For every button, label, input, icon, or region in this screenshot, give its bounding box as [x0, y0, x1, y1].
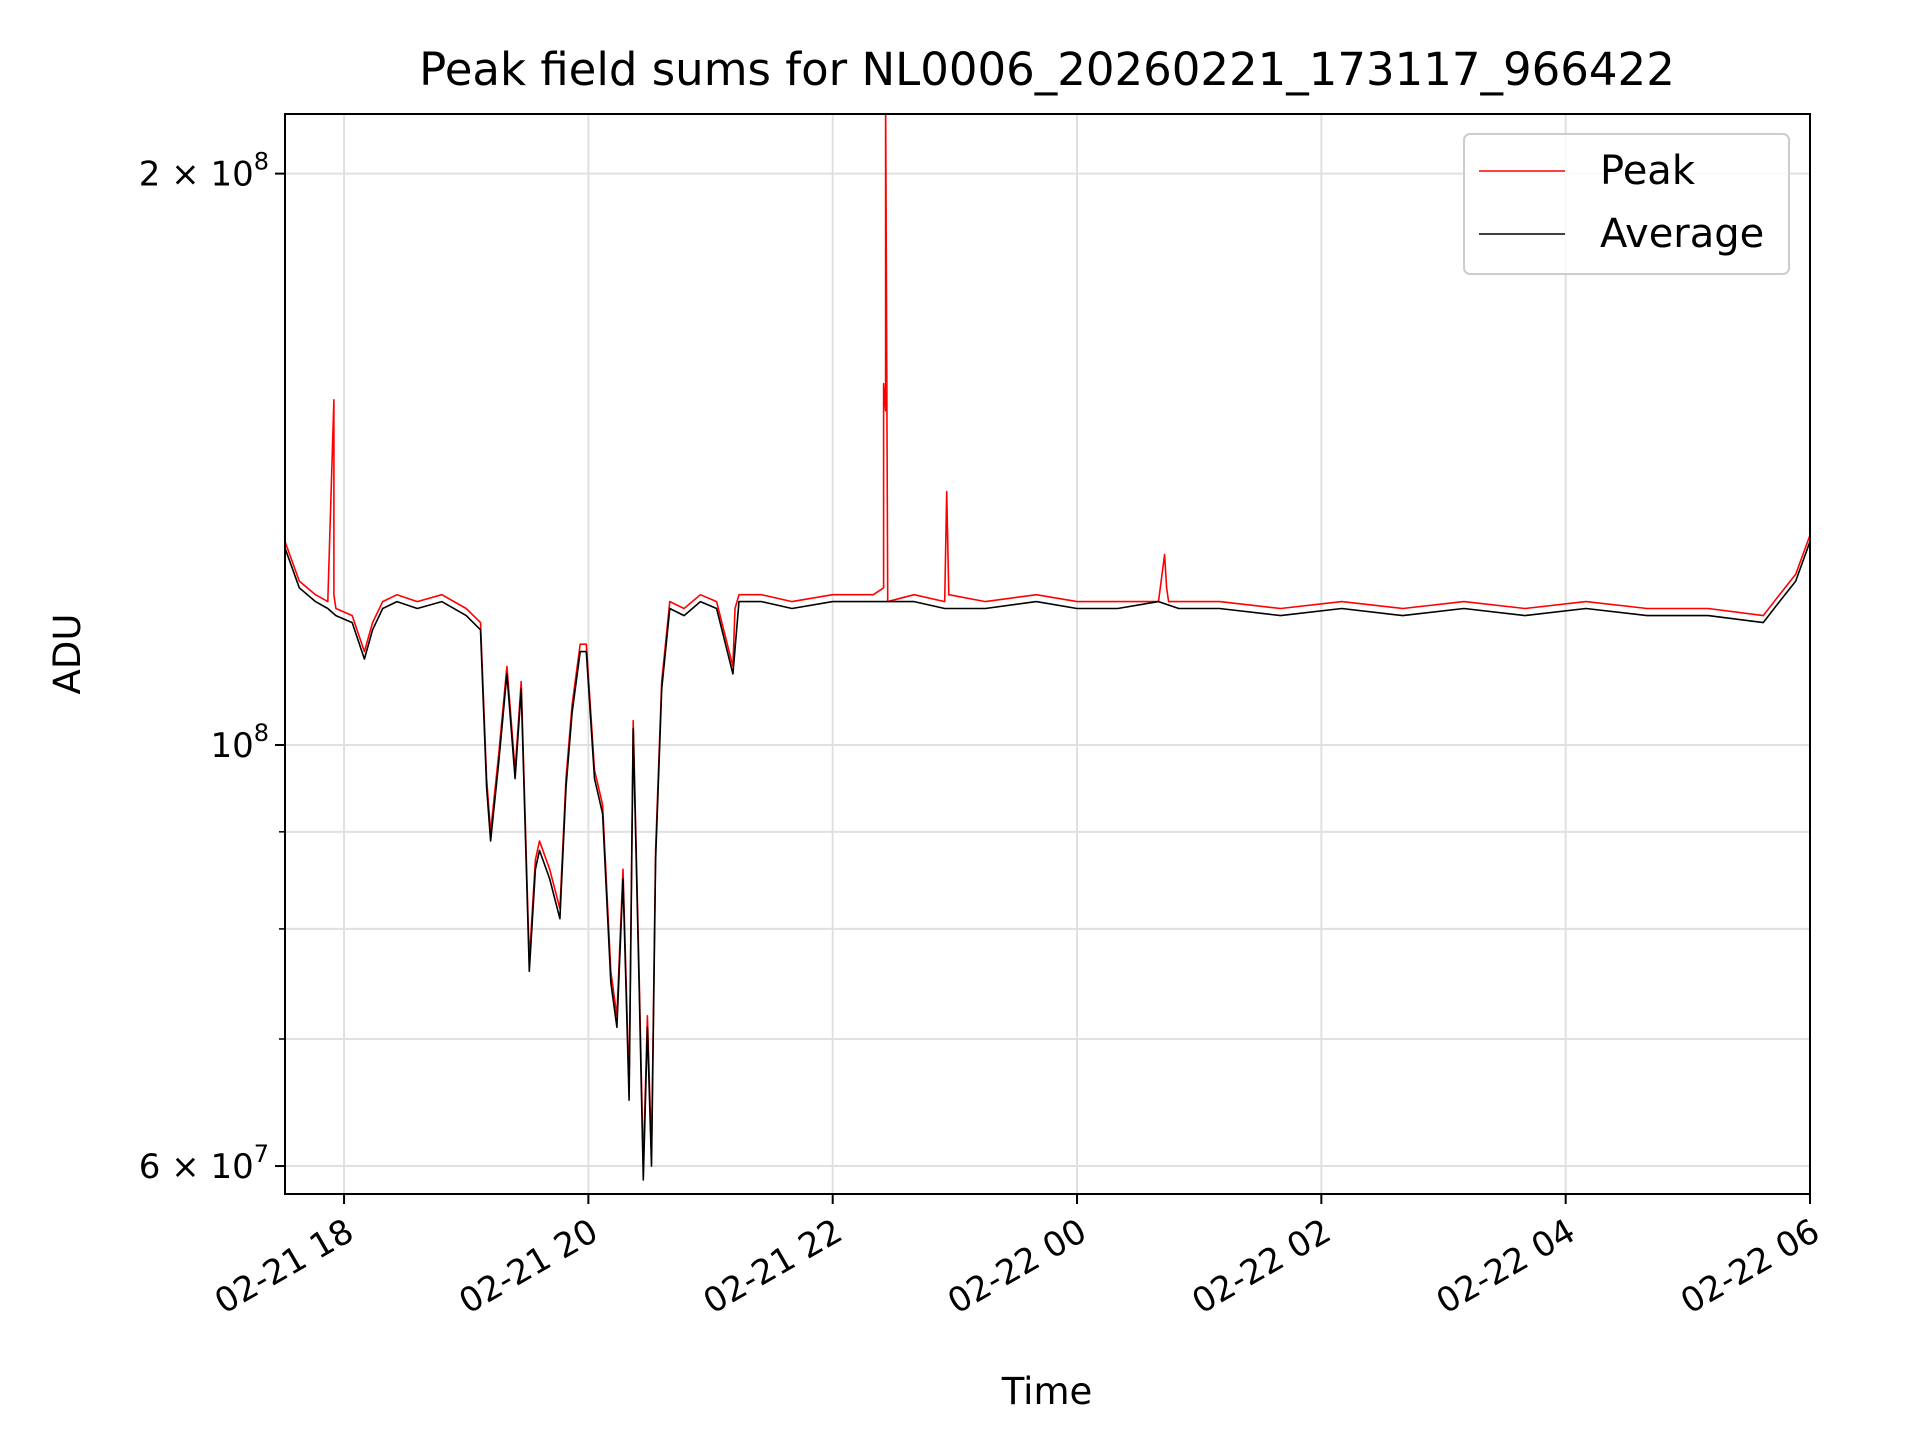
y-tick-label: 6 × 107: [139, 1140, 269, 1187]
legend-average-label: Average: [1600, 211, 1764, 257]
chart-title: Peak field sums for NL0006_20260221_1731…: [419, 43, 1675, 96]
series-layer: [285, 114, 1810, 1181]
grid-lines: [285, 114, 1811, 1194]
plot-frame: [284, 113, 1811, 1195]
legend-box: [1463, 133, 1790, 275]
y-axis-label: ADU: [46, 614, 89, 695]
series-average-line: [285, 541, 1810, 1181]
y-tick-label: 2 × 108: [139, 148, 269, 195]
legend: Peak Average: [1463, 133, 1790, 275]
legend-peak-label: Peak: [1600, 148, 1696, 194]
x-axis-label: Time: [1001, 1370, 1093, 1413]
